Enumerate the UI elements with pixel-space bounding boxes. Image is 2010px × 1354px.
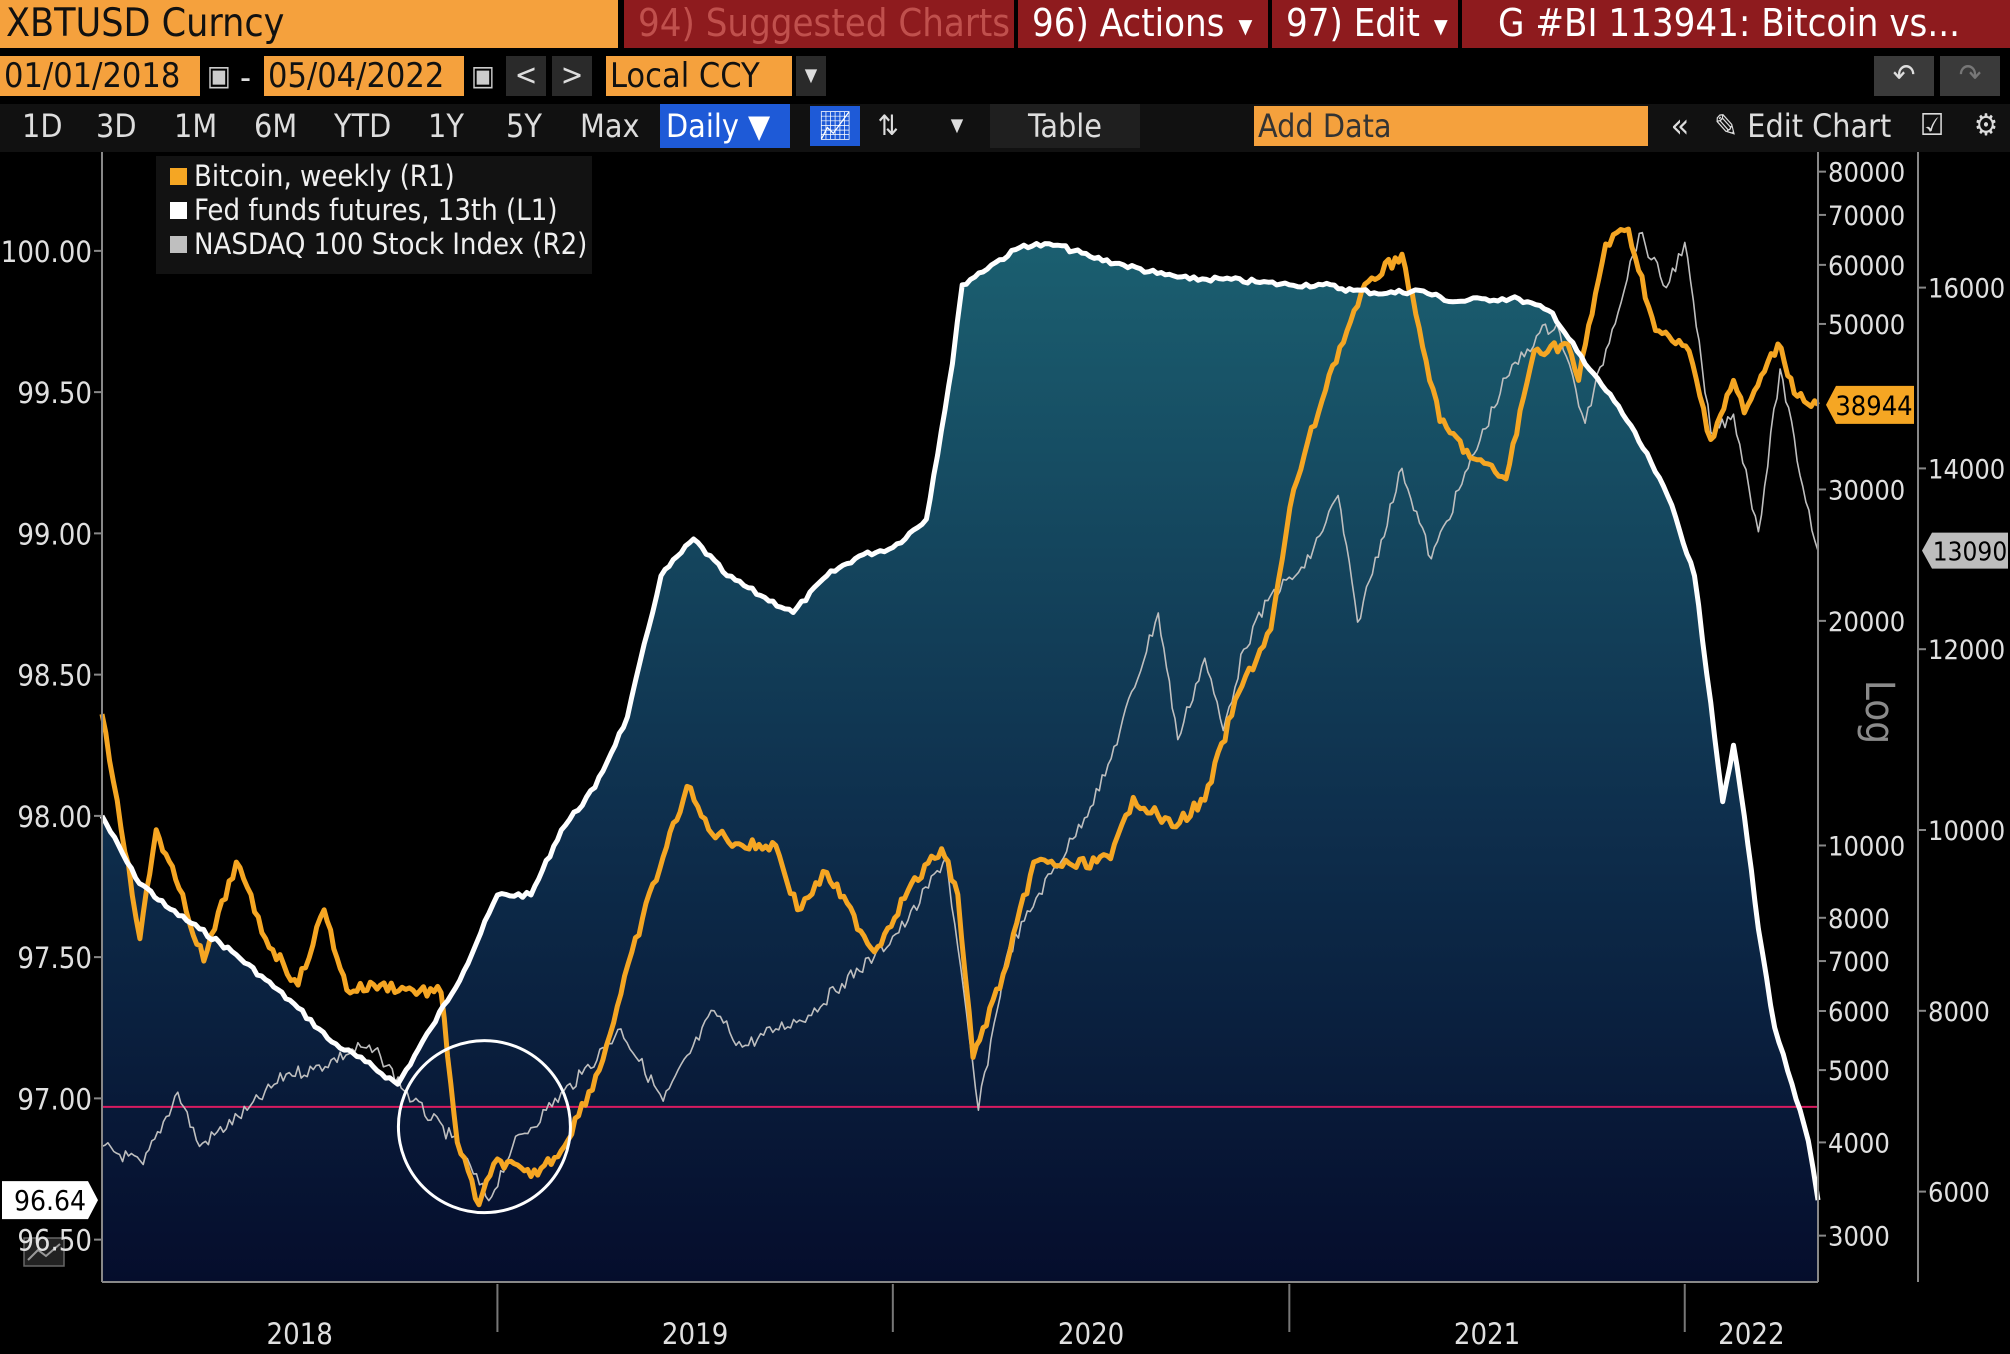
calendar-icon[interactable]: ▣ xyxy=(471,59,495,92)
right1-tick-label: 5000 xyxy=(1828,1056,1890,1087)
x-tick-label: 2020 xyxy=(1058,1317,1124,1351)
calendar-icon[interactable]: ▣ xyxy=(207,59,231,92)
right2-tick-label: 10000 xyxy=(1928,816,2005,847)
candlestick-icon[interactable]: ⇅ xyxy=(877,109,899,142)
right1-tick-label: 3000 xyxy=(1828,1222,1890,1253)
chart-canvas[interactable]: 96.50 97.00 97.50 98.00 98.50 99.00 99.50 100.0… xyxy=(0,152,2010,1354)
legend-box xyxy=(156,156,592,274)
series-line-fed-funds xyxy=(99,241,1821,1201)
fed-funds-area xyxy=(102,243,1818,1282)
right1-tick-label: 20000 xyxy=(1828,607,1905,638)
currency-select[interactable]: Local CCY xyxy=(606,56,792,96)
x-tick-label: 2019 xyxy=(662,1317,728,1351)
left-tick-label: 100.00 xyxy=(1,235,92,269)
right1-tick-label: 6000 xyxy=(1828,997,1890,1028)
right1-tick-label: 4000 xyxy=(1828,1128,1890,1159)
left-tick-label: 99.50 xyxy=(17,376,92,410)
right2-tick-label: 6000 xyxy=(1928,1178,1990,1209)
period-6m[interactable]: 6M xyxy=(254,107,298,145)
double-chevron-left-icon[interactable]: « xyxy=(1670,106,1690,146)
legend-swatch xyxy=(170,236,187,253)
chevron-down-icon[interactable]: ▼ xyxy=(796,56,826,96)
left-tick-label: 99.00 xyxy=(17,517,92,551)
start-date-field[interactable]: 01/01/2018 xyxy=(0,56,200,96)
right2-tick-label: 12000 xyxy=(1928,635,2005,666)
right1-tick-label: 80000 xyxy=(1828,158,1905,189)
right2-tick-label: 16000 xyxy=(1928,274,2005,305)
right2-last-value-badge: 13090 xyxy=(1922,532,2008,569)
title-bar: XBTUSD Curncy 94) Suggested Charts 96) A… xyxy=(0,0,2010,48)
series-line-bitcoin xyxy=(99,226,1820,1208)
date-range-bar: 01/01/2018 ▣ - 05/04/2022 ▣ < > Local CC… xyxy=(0,52,2010,100)
mini-chart-icon[interactable] xyxy=(23,1237,65,1267)
right1-last-value-badge: 38944 xyxy=(1826,385,1914,424)
right2-tick-label: 14000 xyxy=(1928,454,2005,485)
chevron-down-icon: ▼ xyxy=(1238,13,1253,38)
right1-tick-label: 50000 xyxy=(1828,310,1905,341)
gear-icon[interactable]: ⚙ xyxy=(1973,108,1999,143)
right1-tick-label: 8000 xyxy=(1828,904,1890,935)
right1-tick-label: 30000 xyxy=(1828,475,1905,506)
legend-entry: NASDAQ 100 Stock Index (R2) xyxy=(194,227,587,261)
right2-tick-label: 8000 xyxy=(1928,997,1990,1028)
chevron-down-icon: ▼ xyxy=(1433,13,1448,38)
legend-swatch xyxy=(170,168,187,185)
highlight-circle xyxy=(396,1039,572,1215)
period-5y[interactable]: 5Y xyxy=(506,107,542,145)
x-tick-label: 2018 xyxy=(267,1317,333,1351)
table-button[interactable]: Table xyxy=(990,104,1140,148)
frequency-select[interactable]: Daily ▼ xyxy=(660,104,790,148)
period-1y[interactable]: 1Y xyxy=(428,107,464,145)
right1-tick-label: 10000 xyxy=(1828,831,1905,862)
log-scale-label: Log xyxy=(1856,680,1902,744)
legend-swatch xyxy=(170,202,187,219)
left-tick-label: 97.00 xyxy=(17,1082,92,1116)
left-last-value-badge: 96.64 xyxy=(2,1181,98,1220)
line-chart-icon[interactable]: 📈︎ xyxy=(810,106,860,146)
actions-label: 96) Actions xyxy=(1032,1,1225,45)
chevron-down-icon[interactable]: ▼ xyxy=(950,115,964,136)
edit-chart-label: Edit Chart xyxy=(1747,107,1892,145)
add-data-input[interactable]: Add Data xyxy=(1254,106,1648,146)
right1-last-value: 38944 xyxy=(1835,391,1912,422)
left-tick-label: 96.50 xyxy=(17,1224,92,1258)
chart-id-title[interactable]: G #BI 113941: Bitcoin vs... xyxy=(1462,0,2010,48)
left-tick-label: 98.00 xyxy=(17,800,92,834)
edit-chart-button[interactable]: ✎ Edit Chart xyxy=(1714,104,1894,148)
period-ytd[interactable]: YTD xyxy=(334,107,392,145)
edit-menu[interactable]: 97) Edit ▼ xyxy=(1272,0,1458,48)
series-line-nasdaq xyxy=(101,231,1819,1202)
right2-last-value: 13090 xyxy=(1933,538,2007,568)
period-max[interactable]: Max xyxy=(580,107,640,145)
legend-entry: Fed funds futures, 13th (L1) xyxy=(194,193,558,227)
actions-menu[interactable]: 96) Actions ▼ xyxy=(1018,0,1268,48)
edit-label: 97) Edit xyxy=(1286,1,1420,45)
period-1d[interactable]: 1D xyxy=(22,107,63,145)
left-tick-label: 98.50 xyxy=(17,659,92,693)
next-period-button[interactable]: > xyxy=(552,56,592,96)
right1-tick-label: 7000 xyxy=(1828,947,1890,978)
legend-entry: Bitcoin, weekly (R1) xyxy=(194,159,455,193)
pencil-icon: ✎ xyxy=(1714,107,1739,145)
date-separator: - xyxy=(240,58,252,98)
right1-tick-label: 60000 xyxy=(1828,251,1905,282)
x-tick-label: 2022 xyxy=(1718,1317,1784,1351)
right1-tick-label: 70000 xyxy=(1828,201,1905,232)
redo-icon[interactable]: ↷ xyxy=(1940,56,2000,96)
period-3d[interactable]: 3D xyxy=(96,107,137,145)
period-toolbar: 1D 3D 1M 6M YTD 1Y 5Y Max Daily ▼ 📈︎ ⇅ ▼… xyxy=(0,104,2010,152)
suggested-charts-button[interactable]: 94) Suggested Charts xyxy=(624,0,1014,48)
ticker-field[interactable]: XBTUSD Curncy xyxy=(0,0,618,48)
annotate-icon[interactable]: ☑ xyxy=(1919,108,1945,143)
period-1m[interactable]: 1M xyxy=(174,107,218,145)
left-tick-label: 97.50 xyxy=(17,941,92,975)
previous-period-button[interactable]: < xyxy=(506,56,546,96)
undo-icon[interactable]: ↶ xyxy=(1874,56,1934,96)
x-tick-label: 2021 xyxy=(1454,1317,1520,1351)
end-date-field[interactable]: 05/04/2022 xyxy=(264,56,464,96)
left-last-value: 96.64 xyxy=(14,1184,86,1217)
